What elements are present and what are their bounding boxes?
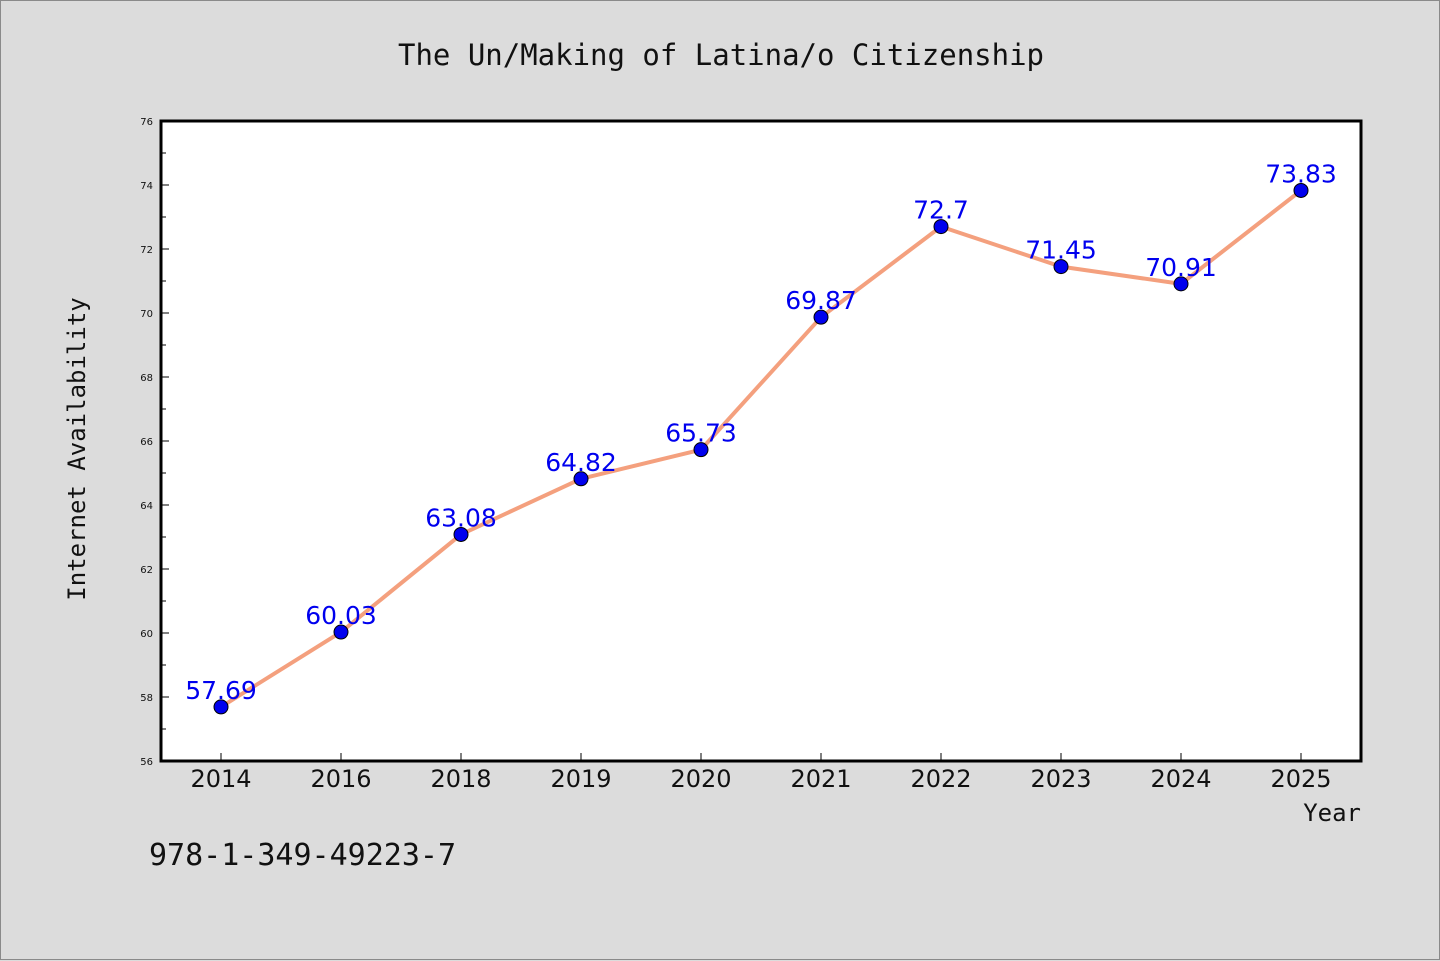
x-axis-ticks: 2014 2016 2018 2019 2020 2021 2022 2023 2024 2025 xyxy=(190,753,1332,793)
y-axis-ticks: 56 58 60 62 64 66 68 70 72 74 76 xyxy=(140,117,169,768)
data-point xyxy=(933,219,949,235)
data-label: 65.73 xyxy=(665,419,737,448)
x-tick-label: 2019 xyxy=(550,765,611,793)
plot-area xyxy=(159,119,1363,763)
x-axis-label: Year xyxy=(1303,799,1361,827)
data-point xyxy=(693,442,709,458)
x-tick-label: 2014 xyxy=(190,765,251,793)
data-label: 72.7 xyxy=(913,196,969,225)
data-labels: 57.69 60.03 63.08 64.82 65.73 69.87 72.7 71.45 7… xyxy=(185,159,1337,704)
isbn-text: 978-1-349-49223-7 xyxy=(149,838,456,873)
y-axis-label: Internet Availability xyxy=(63,297,91,600)
y-tick-label: 74 xyxy=(140,181,153,192)
y-tick-label: 64 xyxy=(140,501,153,512)
data-label: 64.82 xyxy=(545,448,617,477)
series-line xyxy=(219,188,1303,709)
y-tick-label: 66 xyxy=(140,437,153,448)
data-point xyxy=(573,471,589,487)
data-label: 70.91 xyxy=(1145,253,1217,282)
data-point xyxy=(213,699,229,715)
x-tick-label: 2025 xyxy=(1270,765,1331,793)
data-label: 69.87 xyxy=(785,286,857,315)
data-point xyxy=(333,624,349,640)
data-point xyxy=(813,309,829,325)
y-tick-label: 62 xyxy=(140,565,153,576)
data-point xyxy=(453,526,469,542)
y-tick-label: 70 xyxy=(140,309,153,320)
chart-title: The Un/Making of Latina/o Citizenship xyxy=(398,38,1044,72)
x-tick-label: 2020 xyxy=(670,765,731,793)
y-tick-label: 76 xyxy=(140,117,153,128)
x-tick-label: 2024 xyxy=(1150,765,1211,793)
x-tick-label: 2022 xyxy=(910,765,971,793)
y-tick-label: 68 xyxy=(140,373,153,384)
y-tick-label: 56 xyxy=(140,757,153,768)
x-tick-label: 2023 xyxy=(1030,765,1091,793)
x-tick-label: 2018 xyxy=(430,765,491,793)
y-tick-label: 72 xyxy=(140,245,153,256)
y-tick-label: 60 xyxy=(140,629,153,640)
data-label: 63.08 xyxy=(425,503,497,532)
data-label: 57.69 xyxy=(185,676,257,705)
data-label: 60.03 xyxy=(305,601,377,630)
x-tick-label: 2021 xyxy=(790,765,851,793)
data-label: 73.83 xyxy=(1265,159,1337,188)
data-point xyxy=(1053,259,1069,275)
series-group xyxy=(213,182,1309,715)
data-label: 71.45 xyxy=(1025,236,1097,265)
data-point xyxy=(1293,182,1309,198)
y-tick-label: 58 xyxy=(140,693,153,704)
data-point xyxy=(1173,276,1189,292)
x-tick-label: 2016 xyxy=(310,765,371,793)
